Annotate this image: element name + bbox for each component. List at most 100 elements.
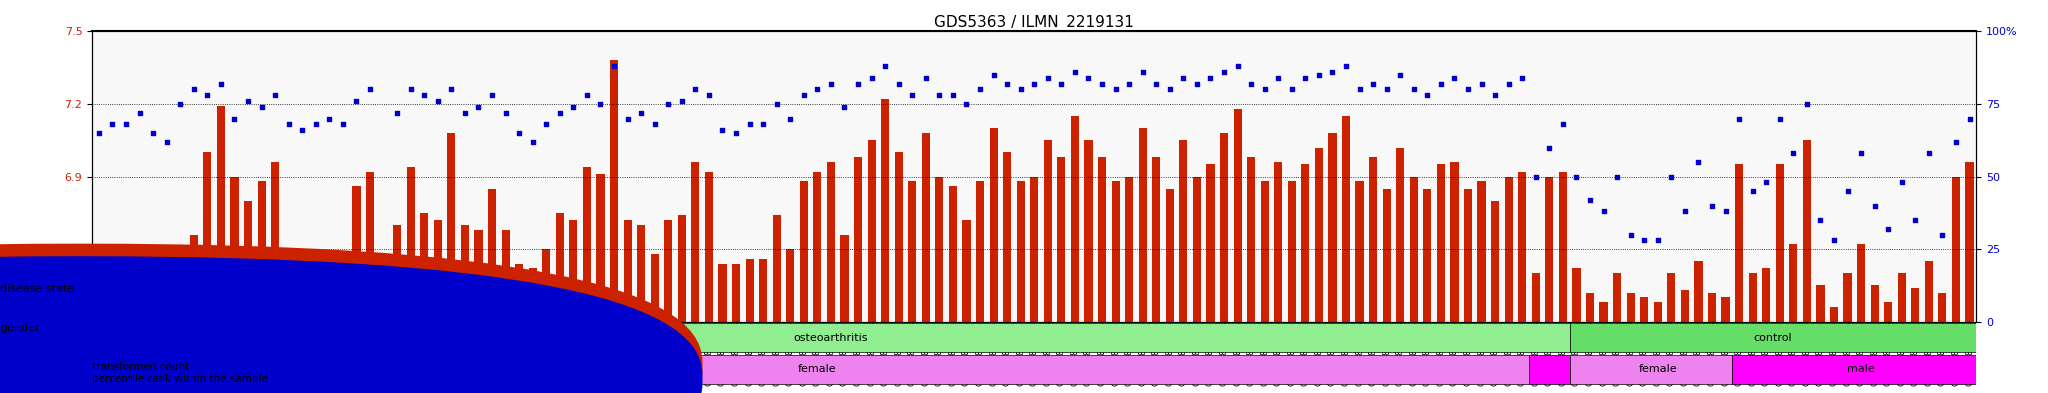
Bar [502, 230, 510, 321]
Point [965, 86, 997, 93]
Bar [1382, 189, 1391, 321]
Point [909, 75, 942, 81]
Point [748, 121, 780, 127]
Bar [231, 176, 238, 321]
Bar [1653, 302, 1661, 321]
Point [1669, 208, 1702, 215]
FancyBboxPatch shape [1733, 355, 1976, 384]
Point [868, 63, 901, 70]
Point [1221, 63, 1253, 70]
Point [516, 139, 549, 145]
Bar [217, 107, 225, 321]
Point [557, 104, 590, 110]
Bar [1083, 140, 1092, 321]
Bar [258, 182, 266, 321]
Bar [516, 264, 522, 321]
Point [1845, 150, 1878, 156]
Text: osteoarthritis: osteoarthritis [795, 332, 868, 343]
Bar [1640, 298, 1649, 321]
Point [815, 81, 848, 87]
Bar [1599, 302, 1608, 321]
Bar [664, 220, 672, 321]
Bar [1843, 273, 1851, 321]
Point [719, 130, 752, 136]
Bar [1180, 140, 1188, 321]
Bar [1559, 172, 1567, 321]
Bar [162, 264, 170, 321]
Bar [1585, 293, 1593, 321]
Point [1804, 217, 1837, 223]
Bar [1233, 109, 1241, 321]
Bar [446, 133, 455, 321]
Bar [1573, 268, 1581, 321]
Bar [1831, 307, 1837, 321]
Point [489, 110, 522, 116]
Point [1384, 72, 1417, 78]
Point [1317, 69, 1350, 75]
Bar [1937, 293, 1946, 321]
Bar [745, 259, 754, 321]
Bar [610, 61, 618, 321]
Bar [1518, 172, 1526, 321]
Title: GDS5363 / ILMN_2219131: GDS5363 / ILMN_2219131 [934, 15, 1135, 31]
Point [1397, 86, 1430, 93]
Point [680, 86, 713, 93]
Bar [1247, 157, 1255, 321]
Point [1831, 188, 1864, 194]
Bar [338, 264, 346, 321]
Bar [135, 249, 143, 321]
Point [1276, 86, 1309, 93]
Point [1425, 81, 1458, 87]
Point [1018, 81, 1051, 87]
Point [1898, 217, 1931, 223]
Bar [475, 230, 483, 321]
FancyBboxPatch shape [92, 355, 1530, 384]
FancyBboxPatch shape [1569, 355, 1733, 384]
Bar [1450, 162, 1458, 321]
Bar [123, 264, 131, 321]
Point [96, 121, 129, 127]
Point [856, 75, 889, 81]
Bar [1532, 273, 1540, 321]
FancyBboxPatch shape [1530, 355, 1569, 384]
Bar [1790, 244, 1798, 321]
Bar [1274, 162, 1282, 321]
Point [1288, 75, 1321, 81]
Bar [176, 247, 184, 321]
Bar [895, 152, 903, 321]
Point [1452, 86, 1485, 93]
Point [571, 92, 604, 98]
Bar [1098, 157, 1106, 321]
Bar [786, 249, 795, 321]
Point [1208, 69, 1241, 75]
Point [1167, 75, 1200, 81]
Point [1303, 72, 1335, 78]
Point [1100, 86, 1133, 93]
Point [123, 110, 156, 116]
Bar [434, 220, 442, 321]
Text: female: female [1638, 364, 1677, 374]
Point [381, 110, 414, 116]
Bar [420, 213, 428, 321]
Point [217, 116, 250, 122]
Bar [584, 167, 592, 321]
Bar [1262, 182, 1270, 321]
Point [299, 121, 332, 127]
Point [991, 81, 1024, 87]
Bar [1761, 268, 1769, 321]
Bar [1626, 293, 1634, 321]
Point [287, 127, 319, 133]
Point [1126, 69, 1159, 75]
Bar [989, 128, 997, 321]
Bar [203, 152, 211, 321]
Point [1059, 69, 1092, 75]
Point [1493, 81, 1526, 87]
Point [1546, 121, 1579, 127]
Bar [408, 167, 416, 321]
Point [827, 104, 860, 110]
Point [1954, 116, 1987, 122]
Point [1696, 202, 1729, 209]
Bar [692, 162, 700, 321]
Bar [1124, 176, 1133, 321]
Point [1681, 159, 1714, 165]
